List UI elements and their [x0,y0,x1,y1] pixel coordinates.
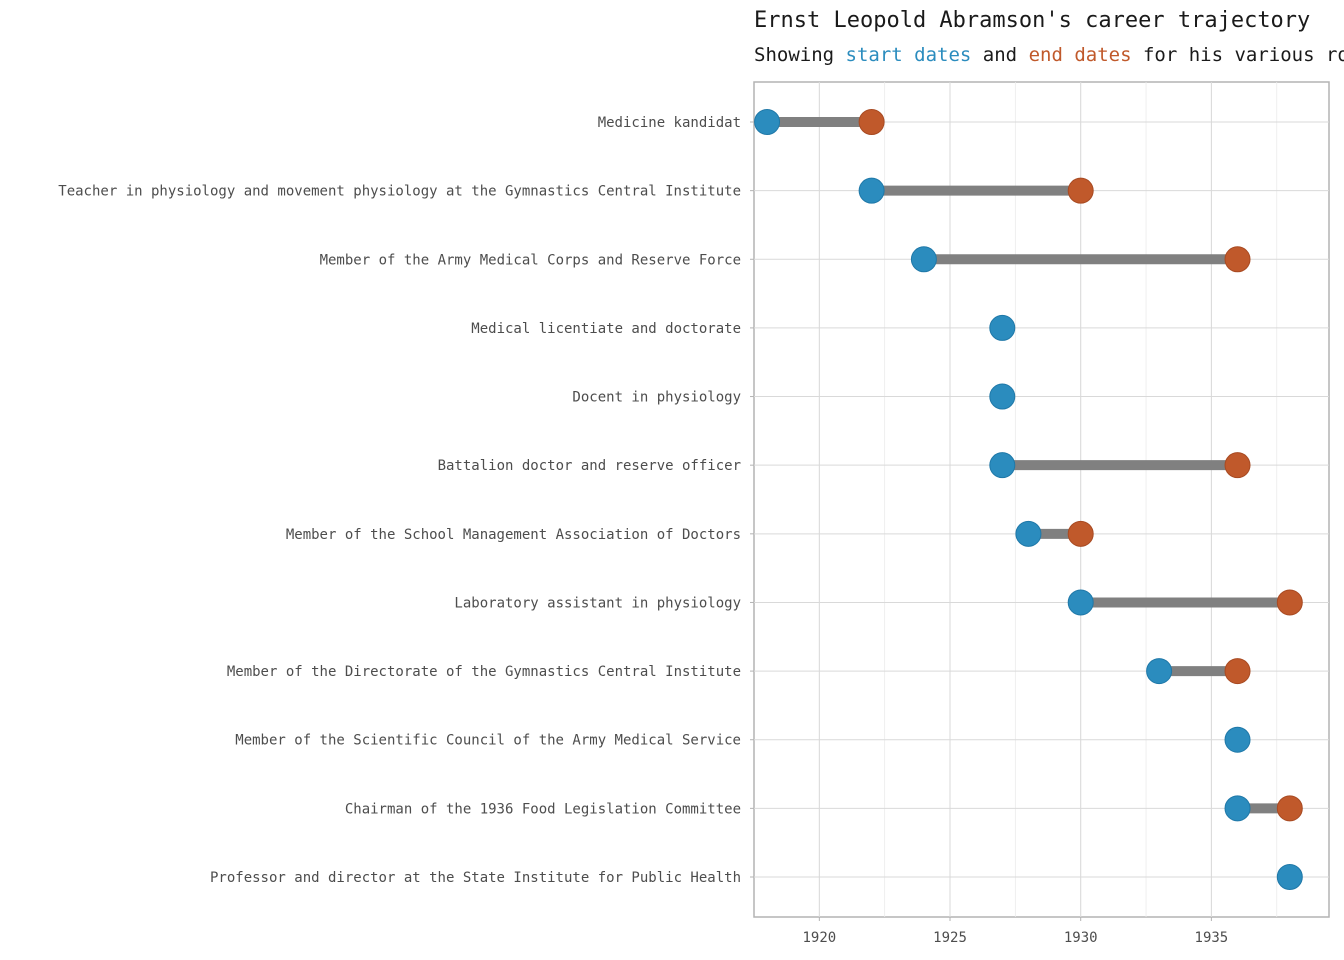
chart-title: Ernst Leopold Abramson's career trajecto… [754,8,1311,33]
start-point [989,314,1016,341]
start-point [858,177,885,204]
chart-subtitle: Showing start dates and end dates for hi… [754,44,1344,66]
category-label: Member of the Army Medical Corps and Res… [320,252,741,268]
category-label: Laboratory assistant in physiology [454,595,741,611]
end-point [1276,795,1303,822]
start-point [1224,795,1251,822]
end-point [1067,177,1094,204]
subtitle-end-label: end dates [1028,44,1132,66]
subtitle-middle: and [971,44,1029,66]
start-point [989,383,1016,410]
x-tick-label: 1935 [1195,930,1229,946]
end-point [1224,658,1251,685]
category-label: Medicine kandidat [598,115,741,131]
start-point [989,452,1016,479]
category-label: Member of the Scientific Council of the … [235,733,741,749]
subtitle-start-label: start dates [845,44,972,66]
x-tick-label: 1920 [802,930,836,946]
start-point [1015,520,1042,547]
subtitle-prefix: Showing [754,44,846,66]
end-point [1224,452,1251,479]
start-point [910,246,937,273]
start-point [1067,589,1094,616]
start-point [1224,726,1251,753]
start-point [1276,864,1303,890]
x-tick-label: 1925 [933,930,967,946]
category-label: Battalion doctor and reserve officer [438,458,741,474]
category-label: Medical licentiate and doctorate [471,321,741,337]
category-label: Member of the Directorate of the Gymnast… [227,664,741,680]
subtitle-suffix: for his various roles [1142,44,1344,66]
start-point [754,109,781,135]
end-point [1067,520,1094,547]
end-point [1224,246,1251,273]
end-point [858,109,885,135]
plot-panel [753,81,1330,918]
category-label: Teacher in physiology and movement physi… [58,184,741,200]
category-label: Docent in physiology [572,390,741,406]
start-point [1146,658,1173,685]
category-label: Professor and director at the State Inst… [210,870,741,886]
end-point [1276,589,1303,616]
category-label: Member of the School Management Associat… [286,527,741,543]
category-label: Chairman of the 1936 Food Legislation Co… [345,801,741,817]
x-tick-label: 1930 [1064,930,1098,946]
